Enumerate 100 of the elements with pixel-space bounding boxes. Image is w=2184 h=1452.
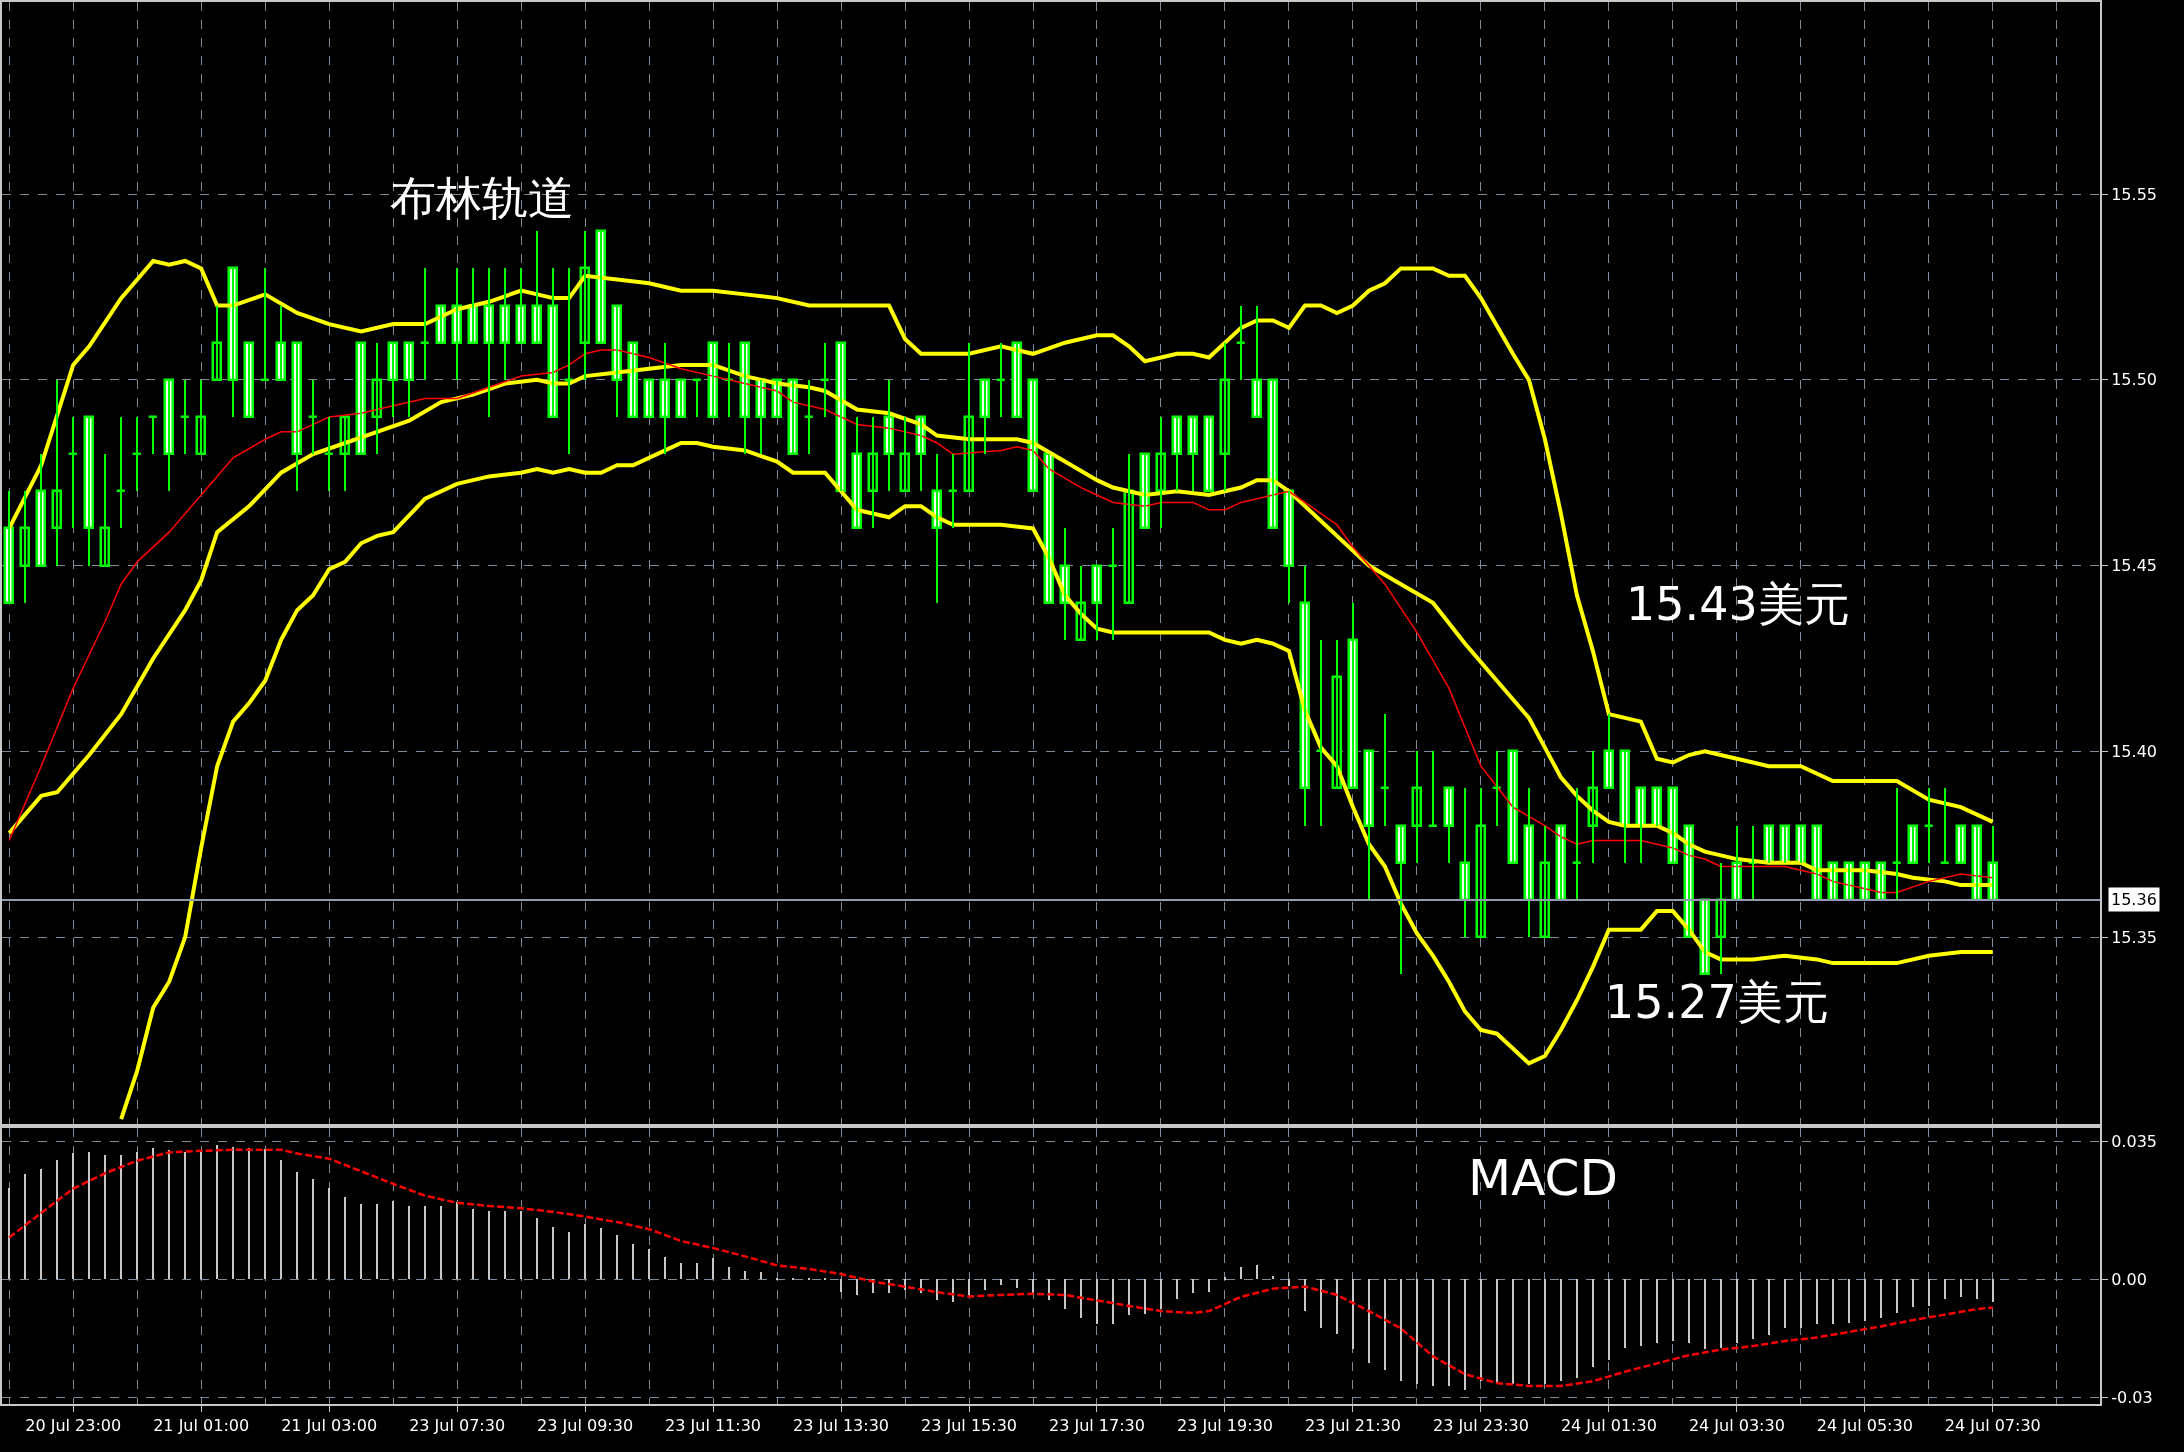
bar — [1080, 1279, 1082, 1319]
bar — [776, 1278, 778, 1281]
candlestick — [595, 229, 606, 344]
x-tick-label: 23 Jul 17:30 — [1049, 1416, 1145, 1436]
candlestick — [1027, 378, 1038, 492]
bar — [1880, 1279, 1882, 1319]
bar — [1128, 1279, 1130, 1316]
bar — [1576, 1279, 1578, 1379]
candlestick — [1507, 749, 1518, 864]
bar — [1640, 1279, 1642, 1347]
bar — [1912, 1279, 1914, 1308]
bar — [648, 1249, 650, 1280]
y-tick-label: 15.45 — [2111, 556, 2158, 576]
bar — [136, 1152, 138, 1280]
x-tick-label: 23 Jul 19:30 — [1176, 1416, 1273, 1436]
candlestick — [1203, 415, 1214, 492]
bar — [344, 1197, 346, 1280]
bar — [1224, 1277, 1226, 1281]
bar — [1960, 1279, 1962, 1298]
x-tick-label: 23 Jul 15:30 — [921, 1416, 1017, 1436]
bar — [424, 1206, 426, 1280]
bar — [1512, 1279, 1514, 1385]
y-tick-label: 0.00 — [2111, 1270, 2147, 1290]
bar — [376, 1204, 378, 1280]
bar — [1400, 1279, 1402, 1382]
bar — [1368, 1279, 1370, 1364]
bar — [1688, 1279, 1690, 1344]
bar — [1304, 1279, 1306, 1312]
bar — [1384, 1279, 1386, 1371]
bar — [1608, 1279, 1610, 1361]
bar — [1336, 1279, 1338, 1335]
bar — [680, 1263, 682, 1280]
bar — [392, 1201, 394, 1280]
annotation: 15.43美元 — [1626, 577, 1850, 631]
candlestick — [1907, 824, 1918, 864]
bar — [1864, 1279, 1866, 1322]
bar — [40, 1169, 42, 1280]
bar — [216, 1145, 218, 1280]
y-tick-label: 15.40 — [2111, 741, 2158, 761]
bar — [792, 1278, 794, 1281]
bar — [1752, 1279, 1754, 1340]
x-tick-label: 23 Jul 13:30 — [793, 1416, 890, 1436]
bar — [696, 1263, 698, 1280]
x-tick-label: 23 Jul 21:30 — [1304, 1416, 1401, 1436]
bar — [168, 1150, 170, 1280]
candlestick — [1795, 824, 1806, 864]
annotation: 15.27美元 — [1605, 975, 1829, 1029]
bar — [536, 1218, 538, 1280]
bar — [1992, 1279, 1994, 1303]
x-tick-label: 23 Jul 09:30 — [537, 1416, 634, 1436]
bar — [152, 1148, 154, 1280]
bar — [1416, 1279, 1418, 1385]
bar — [584, 1224, 586, 1280]
bar — [1256, 1265, 1258, 1280]
bar — [744, 1271, 746, 1280]
bar — [1032, 1279, 1034, 1294]
candlestick — [787, 378, 798, 455]
bar — [1768, 1279, 1770, 1336]
x-tick-label: 23 Jul 23:30 — [1432, 1416, 1529, 1436]
bar — [712, 1258, 714, 1280]
bar — [1064, 1279, 1066, 1310]
bar — [1096, 1279, 1098, 1325]
bar — [1288, 1279, 1290, 1287]
candlestick — [1971, 824, 1982, 901]
x-tick-label: 24 Jul 01:30 — [1560, 1416, 1657, 1436]
x-tick-label: 20 Jul 23:00 — [25, 1416, 122, 1436]
bar — [552, 1227, 554, 1280]
candlestick — [1139, 452, 1150, 529]
bar — [56, 1160, 58, 1280]
bar — [328, 1188, 330, 1280]
bar — [1192, 1279, 1194, 1294]
bar — [1176, 1279, 1178, 1300]
y-tick-label: 15.35 — [2111, 927, 2158, 947]
bar — [1272, 1276, 1274, 1280]
bar — [408, 1206, 410, 1280]
bar — [296, 1172, 298, 1280]
y-tick-label: 15.55 — [2111, 184, 2158, 204]
x-tick-label: 24 Jul 03:30 — [1688, 1416, 1785, 1436]
annotation: 布林轨道 — [390, 171, 574, 225]
candlestick — [675, 378, 686, 418]
bar — [440, 1206, 442, 1280]
bar — [1624, 1279, 1626, 1349]
bar — [632, 1244, 634, 1280]
bar — [8, 1188, 10, 1280]
bar — [88, 1152, 90, 1280]
bar — [760, 1272, 762, 1280]
bar — [840, 1279, 842, 1293]
bar — [568, 1232, 570, 1280]
bar — [1208, 1279, 1210, 1293]
bar — [1240, 1267, 1242, 1280]
line-series — [119, 440, 1995, 1122]
bar — [1944, 1279, 1946, 1300]
bar — [664, 1257, 666, 1280]
y-tick-label: -0.03 — [2111, 1388, 2153, 1408]
bar — [824, 1278, 826, 1281]
x-tick-label: 24 Jul 07:30 — [1944, 1416, 2041, 1436]
candlestick — [1267, 378, 1278, 529]
bar — [1496, 1279, 1498, 1384]
bar — [600, 1228, 602, 1280]
bar — [264, 1149, 266, 1280]
